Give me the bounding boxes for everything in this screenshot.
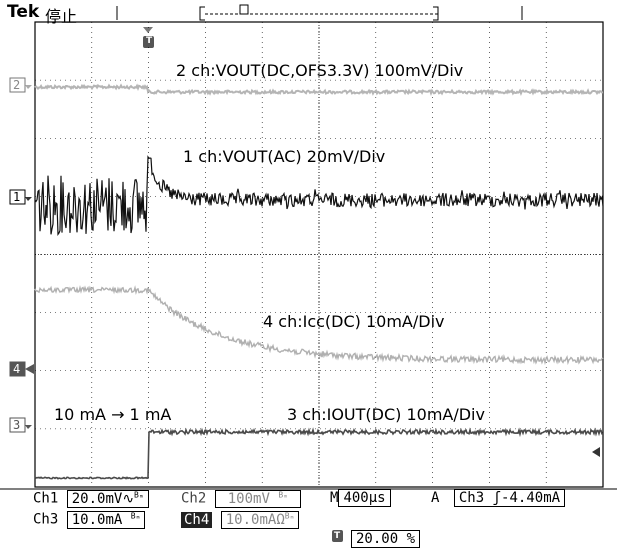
channel-1-marker[interactable] xyxy=(9,189,32,205)
impedance-icon: Ω xyxy=(276,511,285,528)
ch1-label: Ch1 xyxy=(33,490,59,507)
status-ch2[interactable]: Ch2 100mV Bₘ xyxy=(181,489,301,508)
timebase-value: 400µs xyxy=(338,489,391,507)
trace-ch2 xyxy=(34,83,604,96)
ac-coupling-icon: ∿ xyxy=(122,490,135,507)
ch2-scale: 100mV Bₘ xyxy=(214,489,301,508)
brand-logo: Tek xyxy=(7,2,40,22)
channel-4-label: 4 xyxy=(13,362,21,376)
channel-1-label: 1 xyxy=(13,190,21,204)
bandwidth-limit-icon: Bₘ xyxy=(284,511,295,520)
trace-ch3 xyxy=(34,427,604,480)
status-ch4[interactable]: Ch4 10.0mAΩBₘ xyxy=(181,510,300,529)
trigger-marker-label: T xyxy=(146,36,153,46)
ch3-scale: 10.0mA Bₘ xyxy=(66,510,146,529)
ch3-label: Ch3 xyxy=(33,511,59,528)
trigger-mode: A xyxy=(431,490,440,506)
annotation-ch4: 4 ch:Icc(DC) 10mA/Div xyxy=(263,312,445,331)
rising-edge-icon: ʃ xyxy=(492,490,502,506)
annotation-ch2: 2 ch:VOUT(DC,OFS3.3V) 100mV/Div xyxy=(176,61,464,80)
trigger-position-marker-label: T xyxy=(334,531,341,541)
ch4-scale: 10.0mAΩBₘ xyxy=(220,510,300,529)
status-timebase[interactable]: M 400µs xyxy=(330,489,391,507)
timebase-label: M xyxy=(330,490,339,506)
record-length-indicator xyxy=(116,4,523,21)
trigger-position[interactable]: 20.00 % xyxy=(351,530,421,548)
status-ch3[interactable]: Ch3 10.0mA Bₘ xyxy=(33,510,146,529)
status-ch1[interactable]: Ch1 20.0mV∿Bₘ xyxy=(33,489,149,508)
ch4-label: Ch4 xyxy=(181,511,213,528)
annotation-ch3: 3 ch:IOUT(DC) 10mA/Div xyxy=(287,405,485,424)
channel-3-marker[interactable] xyxy=(9,417,32,433)
channel-3-label: 3 xyxy=(13,418,21,432)
trace-ch1 xyxy=(34,155,604,236)
graticule xyxy=(34,21,604,488)
annotation-step: 10 mA → 1 mA xyxy=(54,405,172,424)
channel-2-label: 2 xyxy=(13,78,21,92)
run-state[interactable]: 停止 xyxy=(45,7,78,26)
bandwidth-limit-icon: Bₘ xyxy=(278,490,288,499)
trigger-position-icon xyxy=(332,530,343,542)
waveform-traces xyxy=(34,83,604,480)
trace-ch4 xyxy=(34,285,604,366)
status-trigger[interactable]: A Ch3 ʃ-4.40mA xyxy=(431,489,566,507)
trigger-level-arrow[interactable] xyxy=(592,447,600,457)
channel-4-marker[interactable] xyxy=(9,361,34,377)
trigger-settings: Ch3 ʃ-4.40mA xyxy=(453,489,566,507)
annotation-ch1: 1 ch:VOUT(AC) 20mV/Div xyxy=(183,147,386,166)
bandwidth-limit-icon: Bₘ xyxy=(134,490,144,499)
ch1-scale: 20.0mV∿Bₘ xyxy=(66,489,149,508)
channel-2-marker[interactable] xyxy=(9,77,32,93)
ch2-label: Ch2 xyxy=(181,490,207,507)
bandwidth-limit-icon: Bₘ xyxy=(130,511,141,520)
